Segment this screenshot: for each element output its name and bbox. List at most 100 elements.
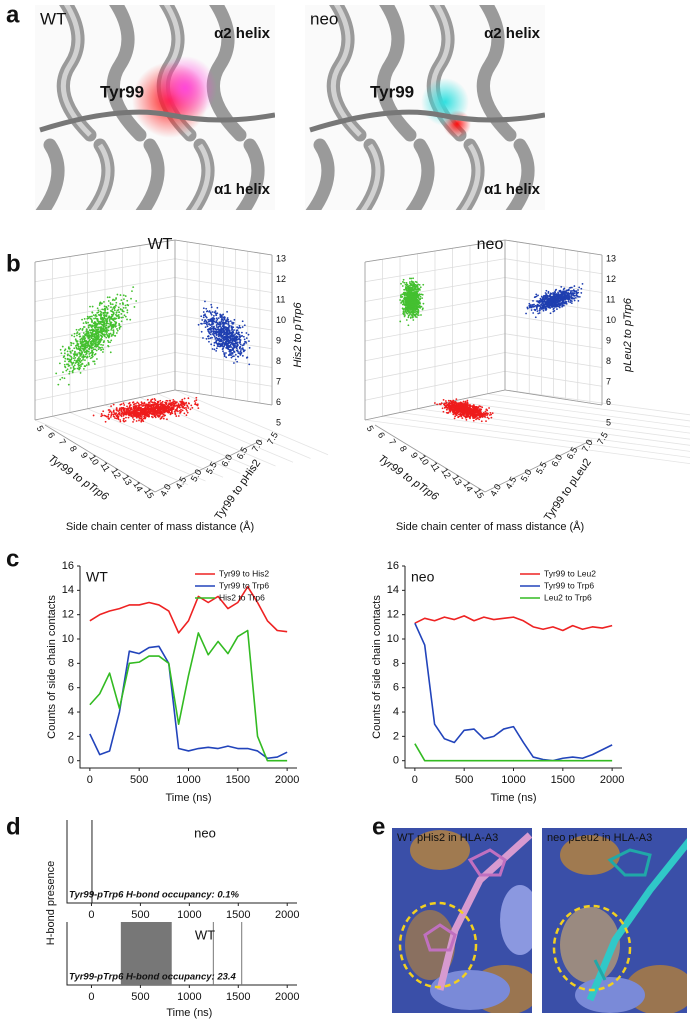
scatter-illustration-dot (78, 367, 80, 369)
helix-label: α1 helix (214, 181, 271, 198)
scatter-illustration-dot (84, 351, 86, 353)
scatter-illustration-dot (203, 316, 205, 318)
helix-label: α2 helix (214, 25, 271, 42)
scatter-illustration-dot (473, 420, 475, 422)
scatter-illustration-dot (459, 402, 461, 404)
scatter-illustration-dot (214, 342, 216, 344)
scatter-illustration-dot (442, 407, 444, 409)
scatter-illustration-dot (239, 352, 241, 354)
scatter-illustration-dot (114, 335, 116, 337)
scatter-illustration-dot (463, 415, 465, 417)
scatter-illustration-dot (76, 329, 78, 331)
scatter-illustration-dot (461, 417, 463, 419)
scatter-illustration-dot (85, 322, 87, 324)
scatter-illustration-dot (551, 306, 553, 308)
scatter-illustration-dot (158, 404, 160, 406)
scatter-illustration-dot (419, 307, 421, 309)
scatter-illustration-dot (230, 320, 232, 322)
x-tick-label: 8 (398, 444, 409, 453)
scatter-illustration-dot (73, 343, 75, 345)
scatter-illustration-dot (551, 293, 553, 295)
scatter-illustration-dot (212, 322, 214, 324)
scatter-illustration-dot (73, 347, 75, 349)
scatter-illustration-dot (129, 319, 131, 321)
scatter-illustration-dot (96, 323, 98, 325)
scatter-illustration-dot (226, 346, 228, 348)
scatter-illustration-dot (67, 353, 69, 355)
scatter-illustration-dot (580, 292, 582, 294)
scatter-illustration-dot (413, 294, 415, 296)
scatter-illustration-dot (415, 296, 417, 298)
scatter-illustration-dot (147, 399, 149, 401)
scatter-illustration-dot (147, 411, 149, 413)
scatter-illustration-dot (409, 281, 411, 283)
scatter-illustration-dot (88, 334, 90, 336)
scatter-illustration-dot (571, 302, 573, 304)
scatter-illustration-dot (532, 304, 534, 306)
scatter-illustration-dot (208, 323, 210, 325)
scatter-illustration-dot (115, 297, 117, 299)
scatter-illustration-dot (171, 412, 173, 414)
scatter-illustration-dot (125, 307, 127, 309)
scatter-illustration-dot (152, 414, 154, 416)
scatter-illustration-dot (121, 415, 123, 417)
scatter-illustration-dot (420, 286, 422, 288)
scatter-illustration-dot (156, 410, 158, 412)
scatter-illustration-dot (411, 281, 413, 283)
scatter-illustration-dot (75, 354, 77, 356)
scatter-illustration-dot (198, 324, 200, 326)
scatter-illustration-dot (403, 289, 405, 291)
scatter-illustration-dot (116, 328, 118, 330)
scatter-illustration-dot (213, 317, 215, 319)
scatter-illustration-dot (547, 292, 549, 294)
scatter-illustration-dot (232, 337, 234, 339)
scatter-illustration-dot (407, 308, 409, 310)
scatter-illustration-dot (105, 325, 107, 327)
scatter-illustration-dot (144, 418, 146, 420)
scatter-illustration-dot (407, 324, 409, 326)
scatter-illustration-dot (64, 350, 66, 352)
scatter-illustration-dot (410, 292, 412, 294)
scatter-illustration-dot (407, 309, 409, 311)
scatter-illustration-dot (539, 312, 541, 314)
scatter-illustration-dot (184, 403, 186, 405)
scatter-illustration-dot (132, 421, 134, 423)
scatter-illustration-dot (547, 306, 549, 308)
scatter-illustration-dot (143, 410, 145, 412)
scatter-illustration-dot (544, 300, 546, 302)
scatter-illustration-dot (236, 361, 238, 363)
scatter-illustration-dot (477, 411, 479, 413)
scatter-illustration-dot (75, 362, 77, 364)
scatter-illustration-dot (135, 408, 137, 410)
scatter-illustration-dot (223, 352, 225, 354)
scatter-illustration-dot (422, 294, 424, 296)
scatter-illustration-dot (87, 322, 89, 324)
scatter-illustration-dot (224, 332, 226, 334)
scatter-illustration-dot (64, 377, 66, 379)
scatter-illustration-dot (112, 311, 114, 313)
scatter-illustration-dot (469, 413, 471, 415)
scatter-illustration-dot (170, 405, 172, 407)
scatter-illustration-dot (219, 330, 221, 332)
scatter-illustration-dot (210, 304, 212, 306)
scatter-illustration-dot (239, 325, 241, 327)
helix-label: α2 helix (484, 25, 541, 42)
scatter-illustration-dot (110, 329, 112, 331)
scatter-illustration-dot (71, 371, 73, 373)
panel-label: b (6, 250, 21, 277)
scatter-illustration-dot (166, 408, 168, 410)
scatter-illustration-dot (69, 348, 71, 350)
scatter-illustration-dot (186, 414, 188, 416)
scatter-illustration-dot (102, 344, 104, 346)
scatter-illustration-dot (118, 316, 120, 318)
scatter-illustration-dot (411, 287, 413, 289)
scatter-illustration-dot (86, 329, 88, 331)
scatter-illustration-dot (156, 403, 158, 405)
scatter-illustration-dot (113, 306, 115, 308)
scatter-illustration-dot (100, 317, 102, 319)
scatter-illustration-dot (92, 344, 94, 346)
scatter-illustration-dot (535, 293, 537, 295)
scatter-illustration-dot (73, 362, 75, 364)
scatter-illustration-dot (83, 345, 85, 347)
